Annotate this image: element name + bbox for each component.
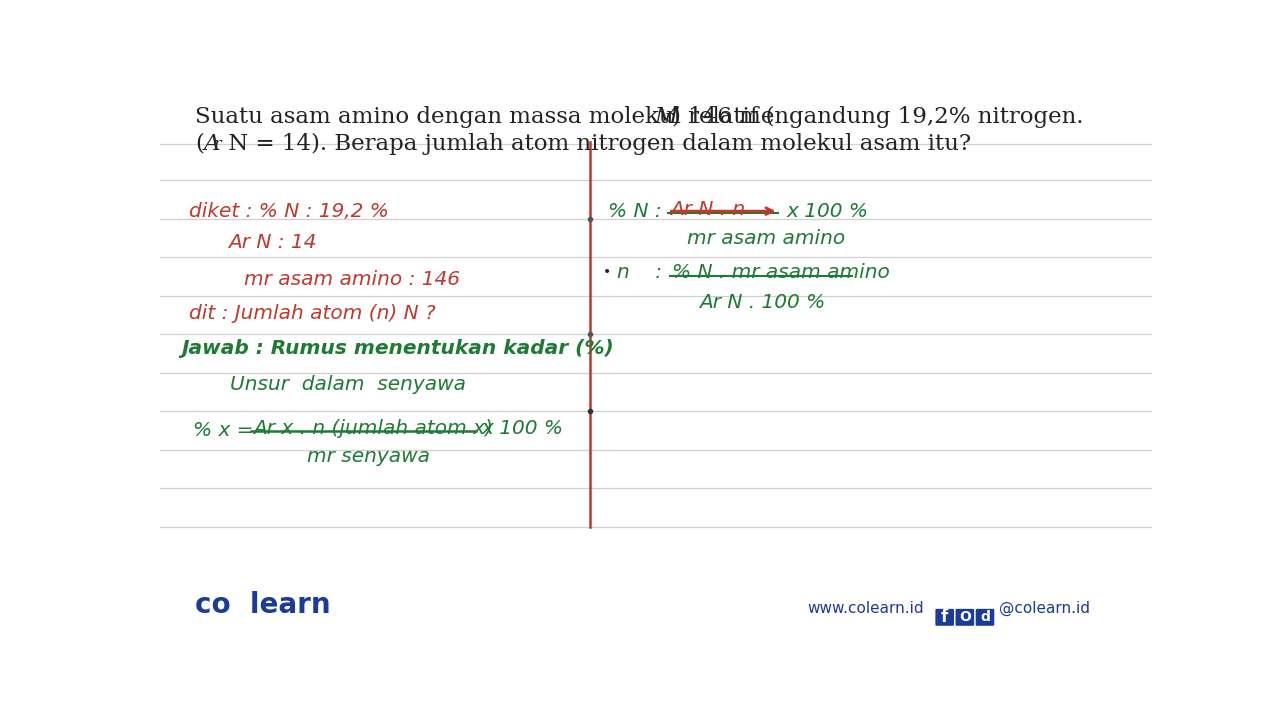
Text: % N . mr asam amino: % N . mr asam amino xyxy=(672,264,890,282)
Text: Ar N . 100 %: Ar N . 100 % xyxy=(699,293,824,312)
Text: r: r xyxy=(214,137,221,153)
Text: Ar N : 14: Ar N : 14 xyxy=(228,233,316,252)
Text: Jawab : Rumus menentukan kadar (%): Jawab : Rumus menentukan kadar (%) xyxy=(182,339,614,358)
Text: •: • xyxy=(603,265,612,279)
Text: x 100 %: x 100 % xyxy=(786,202,868,221)
Text: O: O xyxy=(959,611,970,624)
Text: mr asam amino : 146: mr asam amino : 146 xyxy=(243,270,460,289)
Text: Ar x . n (jumlah atom x): Ar x . n (jumlah atom x) xyxy=(253,419,493,438)
Text: x 100 %: x 100 % xyxy=(481,419,563,438)
Text: A: A xyxy=(205,132,220,155)
Text: ) 146 mengandung 19,2% nitrogen.: ) 146 mengandung 19,2% nitrogen. xyxy=(672,106,1083,127)
Text: www.colearn.id: www.colearn.id xyxy=(808,601,924,616)
Text: % N :: % N : xyxy=(608,202,662,221)
Text: mr asam amino: mr asam amino xyxy=(687,229,845,248)
Text: co  learn: co learn xyxy=(195,591,330,619)
FancyBboxPatch shape xyxy=(936,609,954,626)
Text: Unsur  dalam  senyawa: Unsur dalam senyawa xyxy=(229,375,466,394)
Text: d: d xyxy=(980,611,989,624)
Text: Ar N . n: Ar N . n xyxy=(669,200,745,220)
Text: diket : % N : 19,2 %: diket : % N : 19,2 % xyxy=(189,202,389,221)
Text: r: r xyxy=(664,109,672,127)
Text: M: M xyxy=(654,106,678,127)
Text: Suatu asam amino dengan massa molekul relatif (: Suatu asam amino dengan massa molekul re… xyxy=(195,106,774,127)
Text: dit : Jumlah atom (n) N ?: dit : Jumlah atom (n) N ? xyxy=(189,304,436,323)
Text: n    :: n : xyxy=(617,264,662,282)
Text: % x =: % x = xyxy=(192,420,253,440)
Text: mr senyawa: mr senyawa xyxy=(307,446,430,466)
FancyBboxPatch shape xyxy=(975,609,995,626)
Text: (: ( xyxy=(195,132,204,155)
Text: f: f xyxy=(941,608,948,626)
Text: @colearn.id: @colearn.id xyxy=(998,601,1089,616)
FancyBboxPatch shape xyxy=(956,609,974,626)
Text: N = 14). Berapa jumlah atom nitrogen dalam molekul asam itu?: N = 14). Berapa jumlah atom nitrogen dal… xyxy=(221,132,972,155)
